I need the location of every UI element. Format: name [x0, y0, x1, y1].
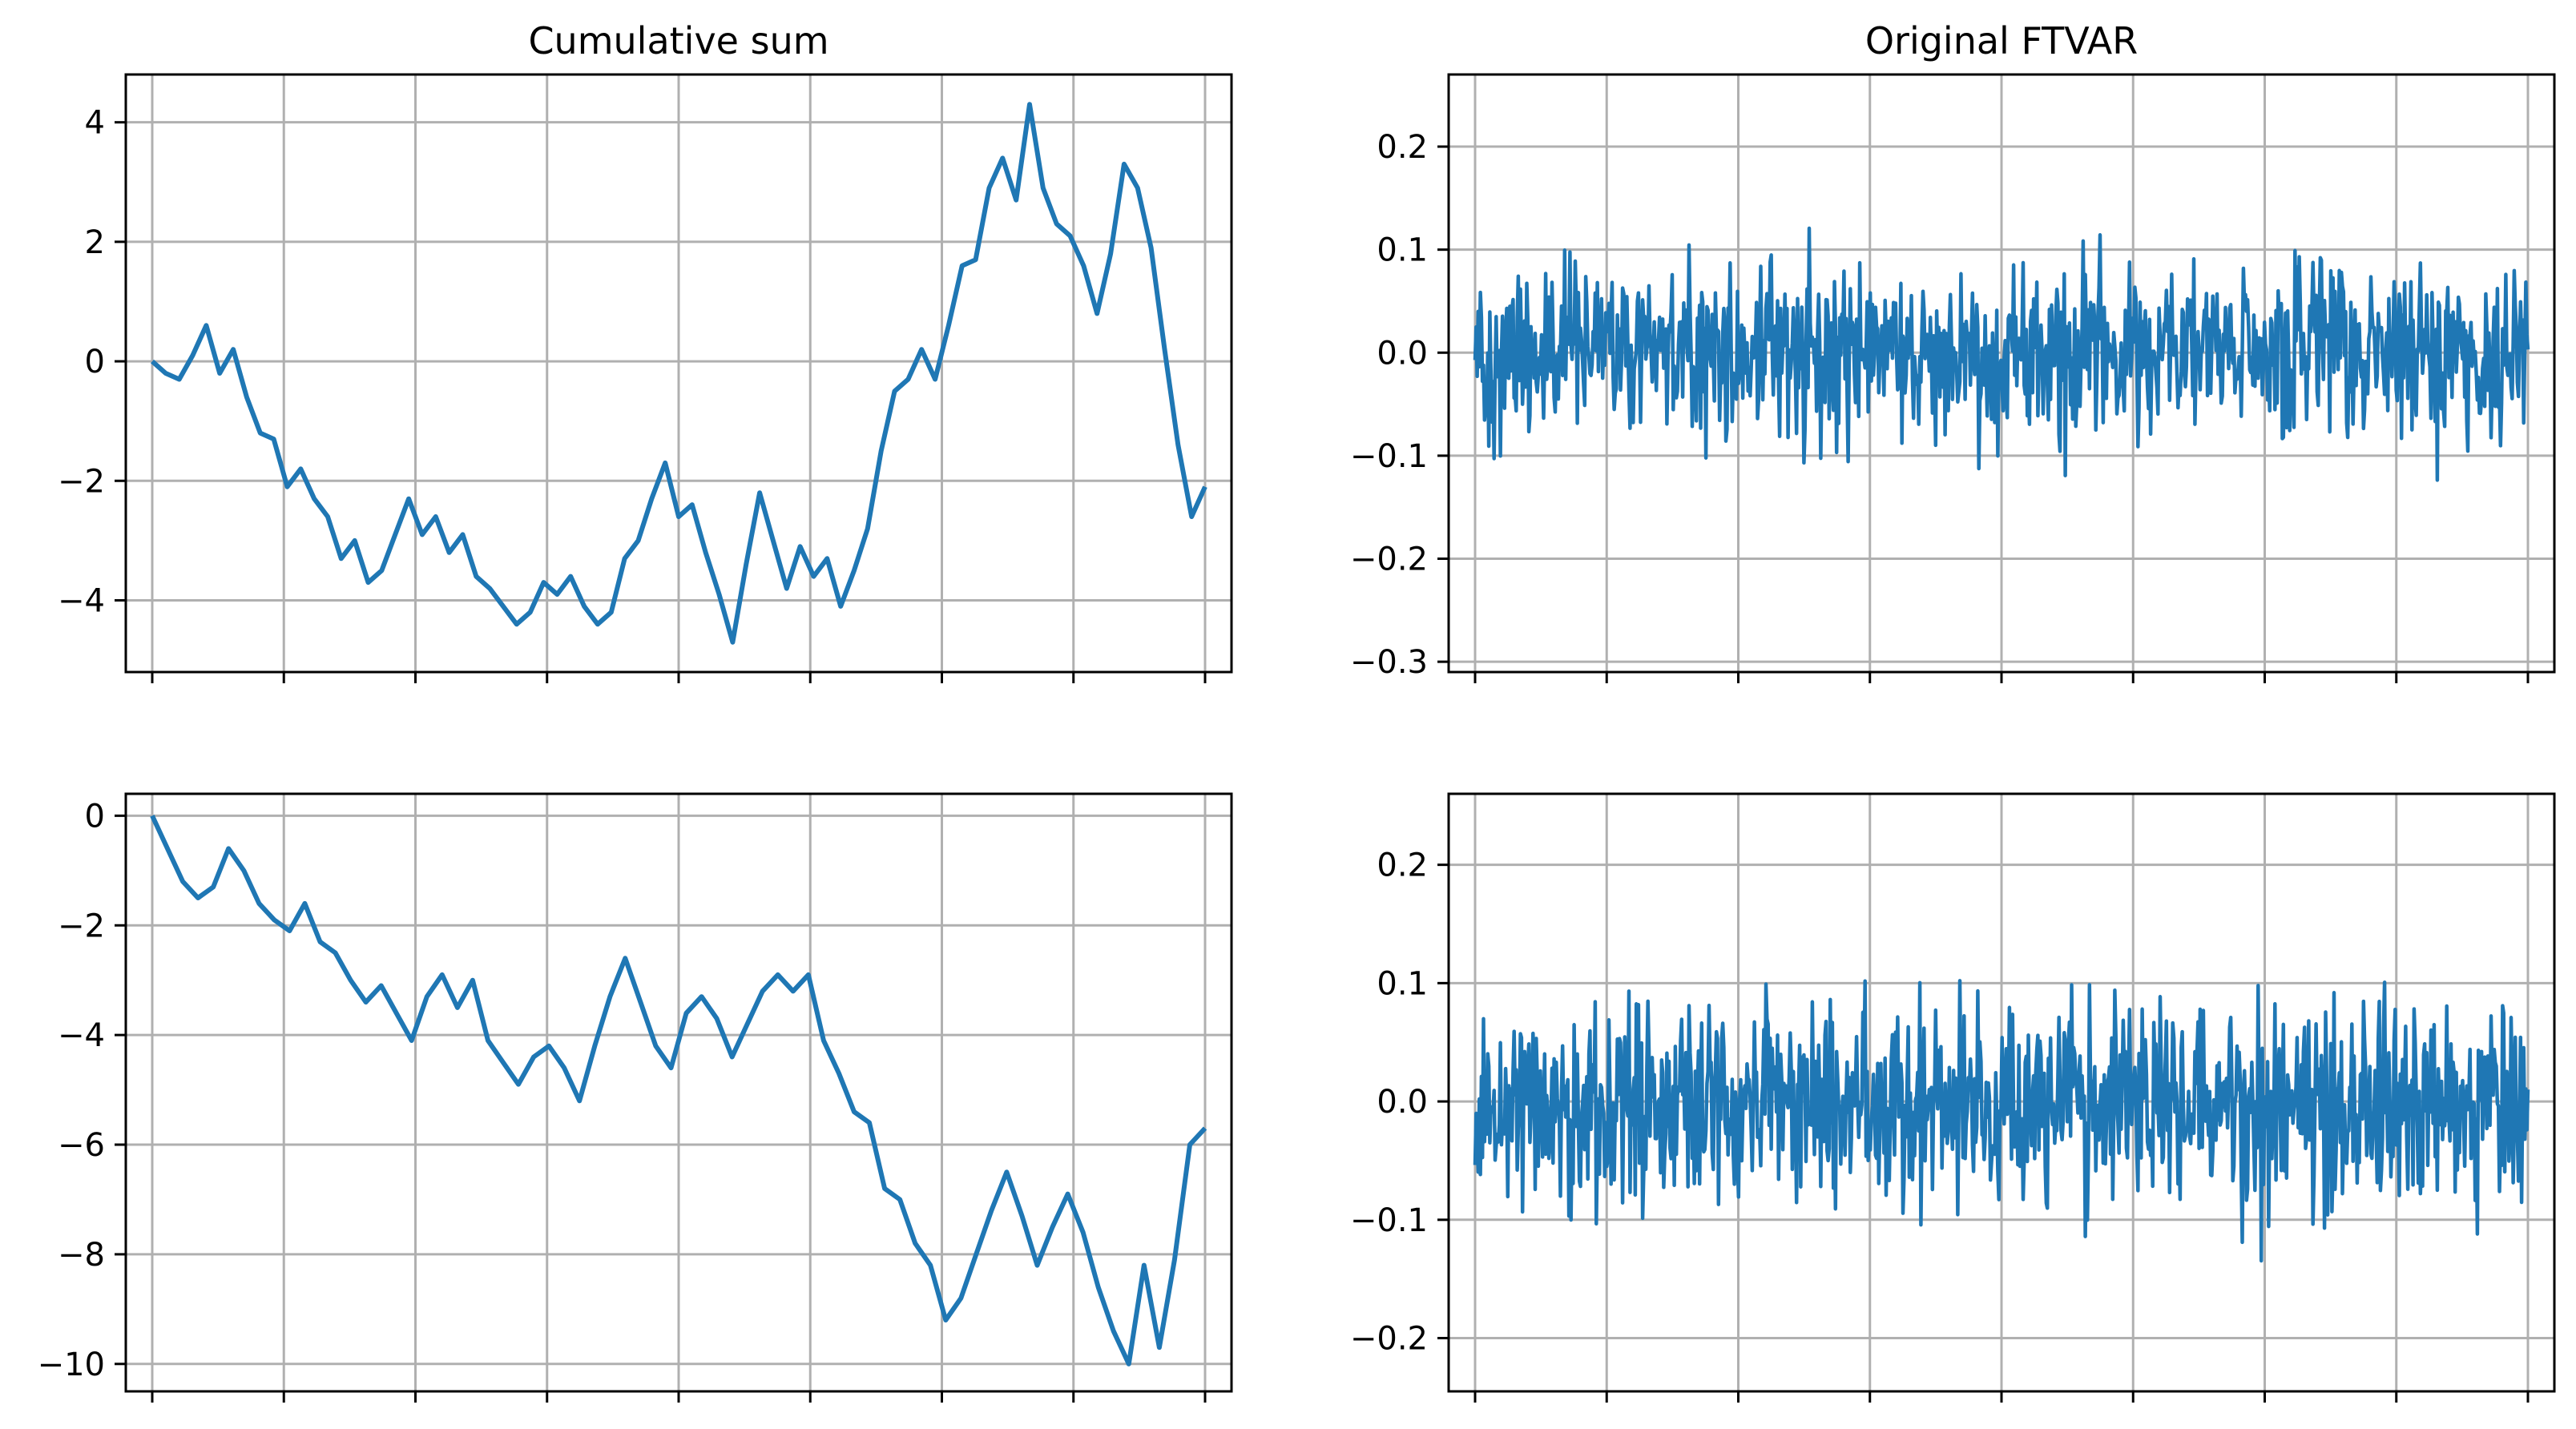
y-tick-label: 0.1: [1377, 232, 1428, 269]
y-tick-label: 0.0: [1377, 1084, 1428, 1121]
y-tick-label: 4: [85, 105, 105, 142]
y-tick-label: −2: [58, 908, 105, 944]
y-tick-label: 0.0: [1377, 335, 1428, 372]
chart-title: Cumulative sum: [528, 19, 828, 62]
series-line: [150, 815, 1207, 1367]
y-tick-label: 0: [85, 798, 105, 835]
y-tick-label: −0.3: [1350, 644, 1428, 681]
y-tick-label: −0.2: [1350, 1321, 1428, 1358]
axes-frame: [124, 792, 1233, 1393]
axes-frame: [124, 73, 1233, 674]
chart-title: Original FTVAR: [1865, 19, 2138, 62]
y-tick-label: −4: [58, 1017, 105, 1054]
axes-frame: [1447, 792, 2556, 1393]
y-tick-label: −4: [58, 582, 105, 619]
y-tick-label: 0.2: [1377, 847, 1428, 884]
y-tick-label: 0.2: [1377, 129, 1428, 166]
subplot-1: 4 2 0 −2 −4 Cumulative sum: [58, 19, 1233, 683]
series-line: [151, 102, 1207, 645]
y-tick-label: −0.1: [1350, 438, 1428, 475]
y-tick-label: −6: [58, 1127, 105, 1164]
subplot-3: 0 −2 −4 −6 −8 −10: [38, 792, 1233, 1403]
subplot-2: 0.2 0.1 0.0 −0.1 −0.2 −0.3 Original FTVAR: [1350, 19, 2556, 683]
axes-frame: [1447, 73, 2556, 674]
subplot-4: 0.2 0.1 0.0 −0.1 −0.2: [1350, 792, 2556, 1403]
series-line: [1473, 979, 2530, 1263]
y-tick-label: −0.2: [1350, 541, 1428, 578]
y-tick-label: −10: [38, 1346, 105, 1383]
y-tick-label: −8: [58, 1237, 105, 1274]
y-tick-label: 0: [85, 344, 105, 380]
series-line: [1473, 226, 2530, 482]
y-tick-label: 0.1: [1377, 965, 1428, 1002]
y-tick-label: −2: [58, 463, 105, 500]
y-tick-label: −0.1: [1350, 1202, 1428, 1239]
y-tick-label: 2: [85, 224, 105, 261]
